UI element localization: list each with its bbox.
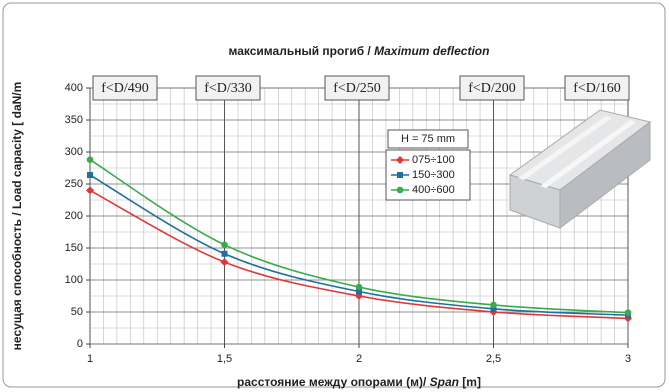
x-tick-label: 3 <box>625 353 631 365</box>
marker <box>624 309 632 316</box>
y-tick-label: 200 <box>65 210 83 222</box>
marker <box>355 283 363 291</box>
deflection-box <box>195 75 261 101</box>
y-tick-label: 300 <box>65 146 83 158</box>
x-tick-label: 1,5 <box>217 353 232 365</box>
legend-label: 075÷100 <box>412 154 455 166</box>
marker <box>87 172 93 179</box>
deflection-box <box>564 75 630 101</box>
deflection-box <box>324 75 390 101</box>
deflection-label: f<D/330 <box>204 81 252 96</box>
y-tick-label: 350 <box>65 114 83 126</box>
deflection-box <box>459 75 525 101</box>
x-axis-label: расстояние между опорами (м)/ Span [m] <box>237 375 481 389</box>
marker <box>490 305 497 312</box>
title-italic: Maximum deflection <box>374 44 489 58</box>
legend-marker <box>396 186 404 194</box>
legend-marker <box>396 156 404 164</box>
deflection-label: f<D/250 <box>333 81 381 96</box>
x-tick-label: 1 <box>87 353 93 365</box>
x-label-text: расстояние между опорами (м)/ <box>237 375 430 389</box>
deflection-label: f<D/490 <box>101 81 149 96</box>
marker <box>221 250 228 257</box>
marker <box>490 301 497 309</box>
chart-title: максимальный прогиб / Maximum deflection <box>229 44 490 58</box>
title-text: максимальный прогиб / <box>229 44 375 58</box>
x-tick-label: 2 <box>356 353 362 365</box>
legend-title-box <box>387 129 469 149</box>
marker <box>356 288 362 295</box>
legend-marker <box>397 172 403 178</box>
legend-label: 400÷600 <box>412 184 455 196</box>
cable-tray-image <box>508 109 652 230</box>
y-tick-label: 50 <box>71 306 83 318</box>
x-tick-label: 2,5 <box>486 353 501 365</box>
x-label-unit: [m] <box>459 375 481 389</box>
legend-label: 150÷300 <box>412 169 455 181</box>
marker <box>86 186 94 195</box>
deflection-box <box>92 75 158 101</box>
y-axis-label: несущая способность / Load capacity [ da… <box>10 82 24 351</box>
y-tick-label: 100 <box>65 274 83 286</box>
legend-title: H = 75 mm <box>401 133 455 145</box>
marker <box>86 156 94 163</box>
y-tick-label: 400 <box>65 82 83 94</box>
deflection-label: f<D/200 <box>468 81 516 96</box>
x-label-italic: Span <box>430 375 459 389</box>
marker <box>221 241 228 249</box>
y-tick-label: 150 <box>65 242 83 254</box>
y-tick-label: 0 <box>77 338 83 350</box>
marker <box>220 258 229 267</box>
y-tick-label: 250 <box>65 178 83 190</box>
deflection-label: f<D/160 <box>573 81 621 96</box>
